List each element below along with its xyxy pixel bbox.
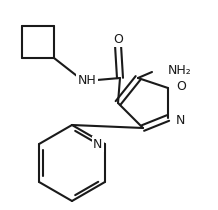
Text: N: N <box>93 138 103 151</box>
Text: O: O <box>113 33 123 46</box>
Text: N: N <box>176 113 185 126</box>
Text: NH: NH <box>78 74 96 87</box>
Text: O: O <box>176 80 186 92</box>
Text: NH₂: NH₂ <box>168 63 192 76</box>
